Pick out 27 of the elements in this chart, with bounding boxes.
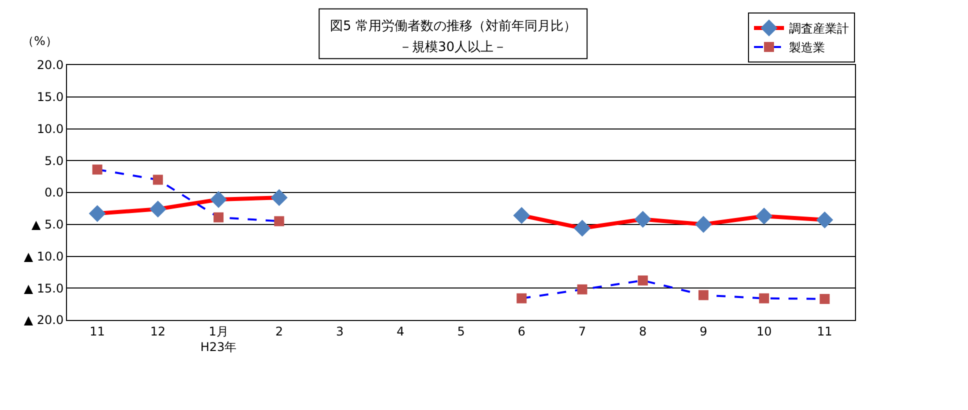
chart-title: 図5 常用労働者数の推移（対前年同月比）	[330, 18, 576, 34]
x-tick-label: 2	[275, 324, 283, 338]
x-tick-label: 12	[150, 324, 166, 338]
y-tick-label: 10.0	[36, 122, 64, 136]
x-tick-label: 7	[578, 324, 586, 338]
legend-label: 製造業	[789, 40, 825, 55]
y-tick-label: 5.0	[44, 154, 64, 168]
y-axis-title: （%）	[22, 34, 58, 48]
x-tick-label: 10	[756, 324, 772, 338]
x-tick-label: 11	[817, 324, 832, 338]
y-tick-label: 0.0	[44, 186, 64, 200]
x-tick-label: 8	[639, 324, 647, 338]
x-tick-label: 1月 H23年	[200, 324, 237, 354]
x-tick-label: 9	[700, 324, 708, 338]
x-tick-label: 3	[336, 324, 344, 338]
chart-subtitle: －規模30人以上－	[399, 40, 507, 55]
y-tick-label: ▲ 10.0	[24, 249, 64, 264]
x-tick-label: 6	[518, 324, 526, 338]
y-tick-label: 20.0	[36, 58, 64, 72]
legend-label: 調査産業計	[789, 22, 849, 36]
x-tick-label: 11	[90, 324, 105, 338]
y-tick-label: ▲ 5.0	[31, 218, 64, 232]
y-tick-label: ▲ 20.0	[24, 313, 64, 328]
x-tick-label: 5	[457, 324, 465, 338]
y-tick-label: ▲ 15.0	[24, 281, 64, 296]
x-tick-label: 4	[396, 324, 404, 338]
y-tick-label: 15.0	[36, 90, 64, 104]
